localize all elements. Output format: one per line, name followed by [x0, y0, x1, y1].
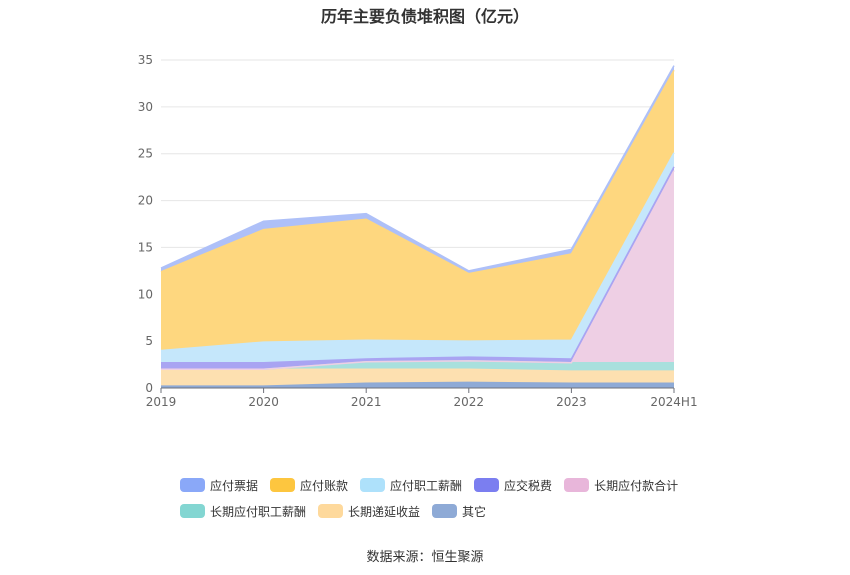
area-line-4: [161, 166, 675, 364]
area-series-1: [161, 369, 674, 387]
y-tick-label: 30: [138, 100, 153, 114]
legend-label: 长期应付款合计: [594, 478, 679, 493]
legend-item-notes-payable[interactable]: 应付票据: [180, 477, 258, 494]
area-series-7: [161, 65, 674, 274]
x-tick-label: 2024H1: [650, 395, 697, 409]
y-tick-label: 5: [145, 334, 153, 348]
legend-swatch: [360, 478, 386, 492]
legend-item-taxes-payable[interactable]: 应交税费: [474, 477, 552, 494]
y-tick-label: 0: [145, 381, 153, 395]
x-tick-label: 2022: [454, 395, 485, 409]
area-layer: [161, 65, 674, 388]
area-series-3: [161, 170, 674, 370]
legend-item-long-term-payables[interactable]: 长期应付款合计: [564, 477, 678, 494]
legend-item-payroll-payable[interactable]: 应付职工薪酬: [360, 477, 462, 494]
area-series-6: [161, 70, 674, 351]
area-line-7: [160, 65, 675, 272]
legend-label: 应交税费: [504, 478, 553, 493]
area-line-0: [161, 381, 674, 387]
legend-item-long-term-payroll[interactable]: 长期应付职工薪酬: [180, 503, 306, 520]
y-tick-label: 15: [138, 240, 153, 254]
legend: 应付票据 应付账款 应付职工薪酬 应交税费 长期应付款合计 长期应付职工薪酬 长…: [180, 472, 700, 524]
area-line-3: [161, 170, 675, 371]
legend-label: 长期递延收益: [348, 504, 421, 519]
legend-swatch: [270, 478, 296, 492]
y-tick-label: 10: [138, 287, 153, 301]
x-tick-label: 2023: [556, 395, 587, 409]
legend-swatch: [432, 504, 458, 518]
legend-label: 长期应付职工薪酬: [210, 504, 307, 519]
y-tick-label: 35: [138, 53, 153, 67]
data-source-note: 数据来源：恒生聚源: [366, 550, 484, 565]
y-tick-label: 25: [138, 147, 153, 161]
x-tick-label: 2020: [248, 395, 279, 409]
chart-title: 历年主要负债堆积图（亿元）: [320, 7, 529, 26]
legend-item-deferred-income[interactable]: 长期递延收益: [318, 503, 420, 520]
legend-swatch: [318, 504, 344, 518]
legend-row-1: 应付票据 应付账款 应付职工薪酬 应交税费 长期应付款合计: [180, 472, 700, 498]
legend-swatch: [474, 478, 500, 492]
legend-label: 应付票据: [210, 478, 259, 493]
area-line-6: [160, 69, 675, 275]
legend-item-other[interactable]: 其它: [432, 503, 486, 520]
legend-label: 其它: [462, 504, 487, 519]
legend-label: 应付账款: [300, 478, 349, 493]
x-tick-label: 2021: [351, 395, 382, 409]
legend-item-accounts-payable[interactable]: 应付账款: [270, 477, 348, 494]
legend-swatch: [180, 478, 205, 492]
legend-swatch: [180, 504, 205, 518]
legend-label: 应付职工薪酬: [390, 478, 463, 493]
area-line-5: [160, 152, 675, 352]
x-tick-label: 2019: [146, 395, 177, 409]
y-tick-label: 20: [138, 194, 153, 208]
legend-row-2: 长期应付职工薪酬 长期递延收益 其它: [180, 498, 700, 524]
line-layer: [160, 65, 675, 387]
axis-layer: 0 5 10 15 20 25 30 35 2019 2020 2021 2022 2023 2024H1: [138, 53, 698, 409]
legend-swatch: [564, 478, 590, 492]
